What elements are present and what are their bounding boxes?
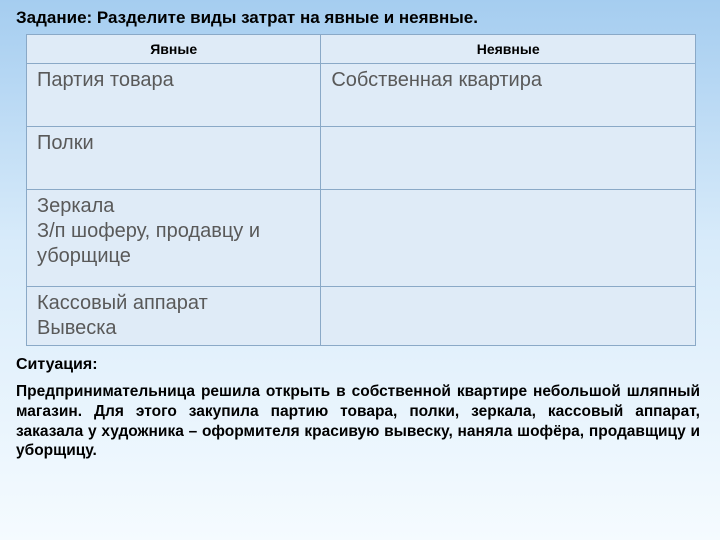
cell-implicit bbox=[321, 127, 696, 190]
slide: Задание: Разделите виды затрат на явные … bbox=[0, 0, 720, 540]
task-title: Задание: Разделите виды затрат на явные … bbox=[16, 8, 706, 28]
situation-label: Ситуация: bbox=[16, 356, 706, 374]
costs-table: Явные Неявные Партия товара Собственная … bbox=[26, 34, 696, 346]
cell-explicit: Кассовый аппаратВывеска bbox=[27, 287, 321, 346]
table-row: Партия товара Собственная квартира bbox=[27, 64, 696, 127]
cell-explicit: ЗеркалаЗ/п шоферу, продавцу и уборщице bbox=[27, 190, 321, 287]
cell-explicit: Партия товара bbox=[27, 64, 321, 127]
col-header-implicit: Неявные bbox=[321, 35, 696, 64]
table-header-row: Явные Неявные bbox=[27, 35, 696, 64]
table-row: ЗеркалаЗ/п шоферу, продавцу и уборщице bbox=[27, 190, 696, 287]
table-row: Кассовый аппаратВывеска bbox=[27, 287, 696, 346]
cell-implicit bbox=[321, 287, 696, 346]
col-header-explicit: Явные bbox=[27, 35, 321, 64]
table-row: Полки bbox=[27, 127, 696, 190]
situation-body: Предпринимательница решила открыть в соб… bbox=[16, 382, 700, 461]
cell-implicit: Собственная квартира bbox=[321, 64, 696, 127]
cell-implicit bbox=[321, 190, 696, 287]
cell-explicit: Полки bbox=[27, 127, 321, 190]
